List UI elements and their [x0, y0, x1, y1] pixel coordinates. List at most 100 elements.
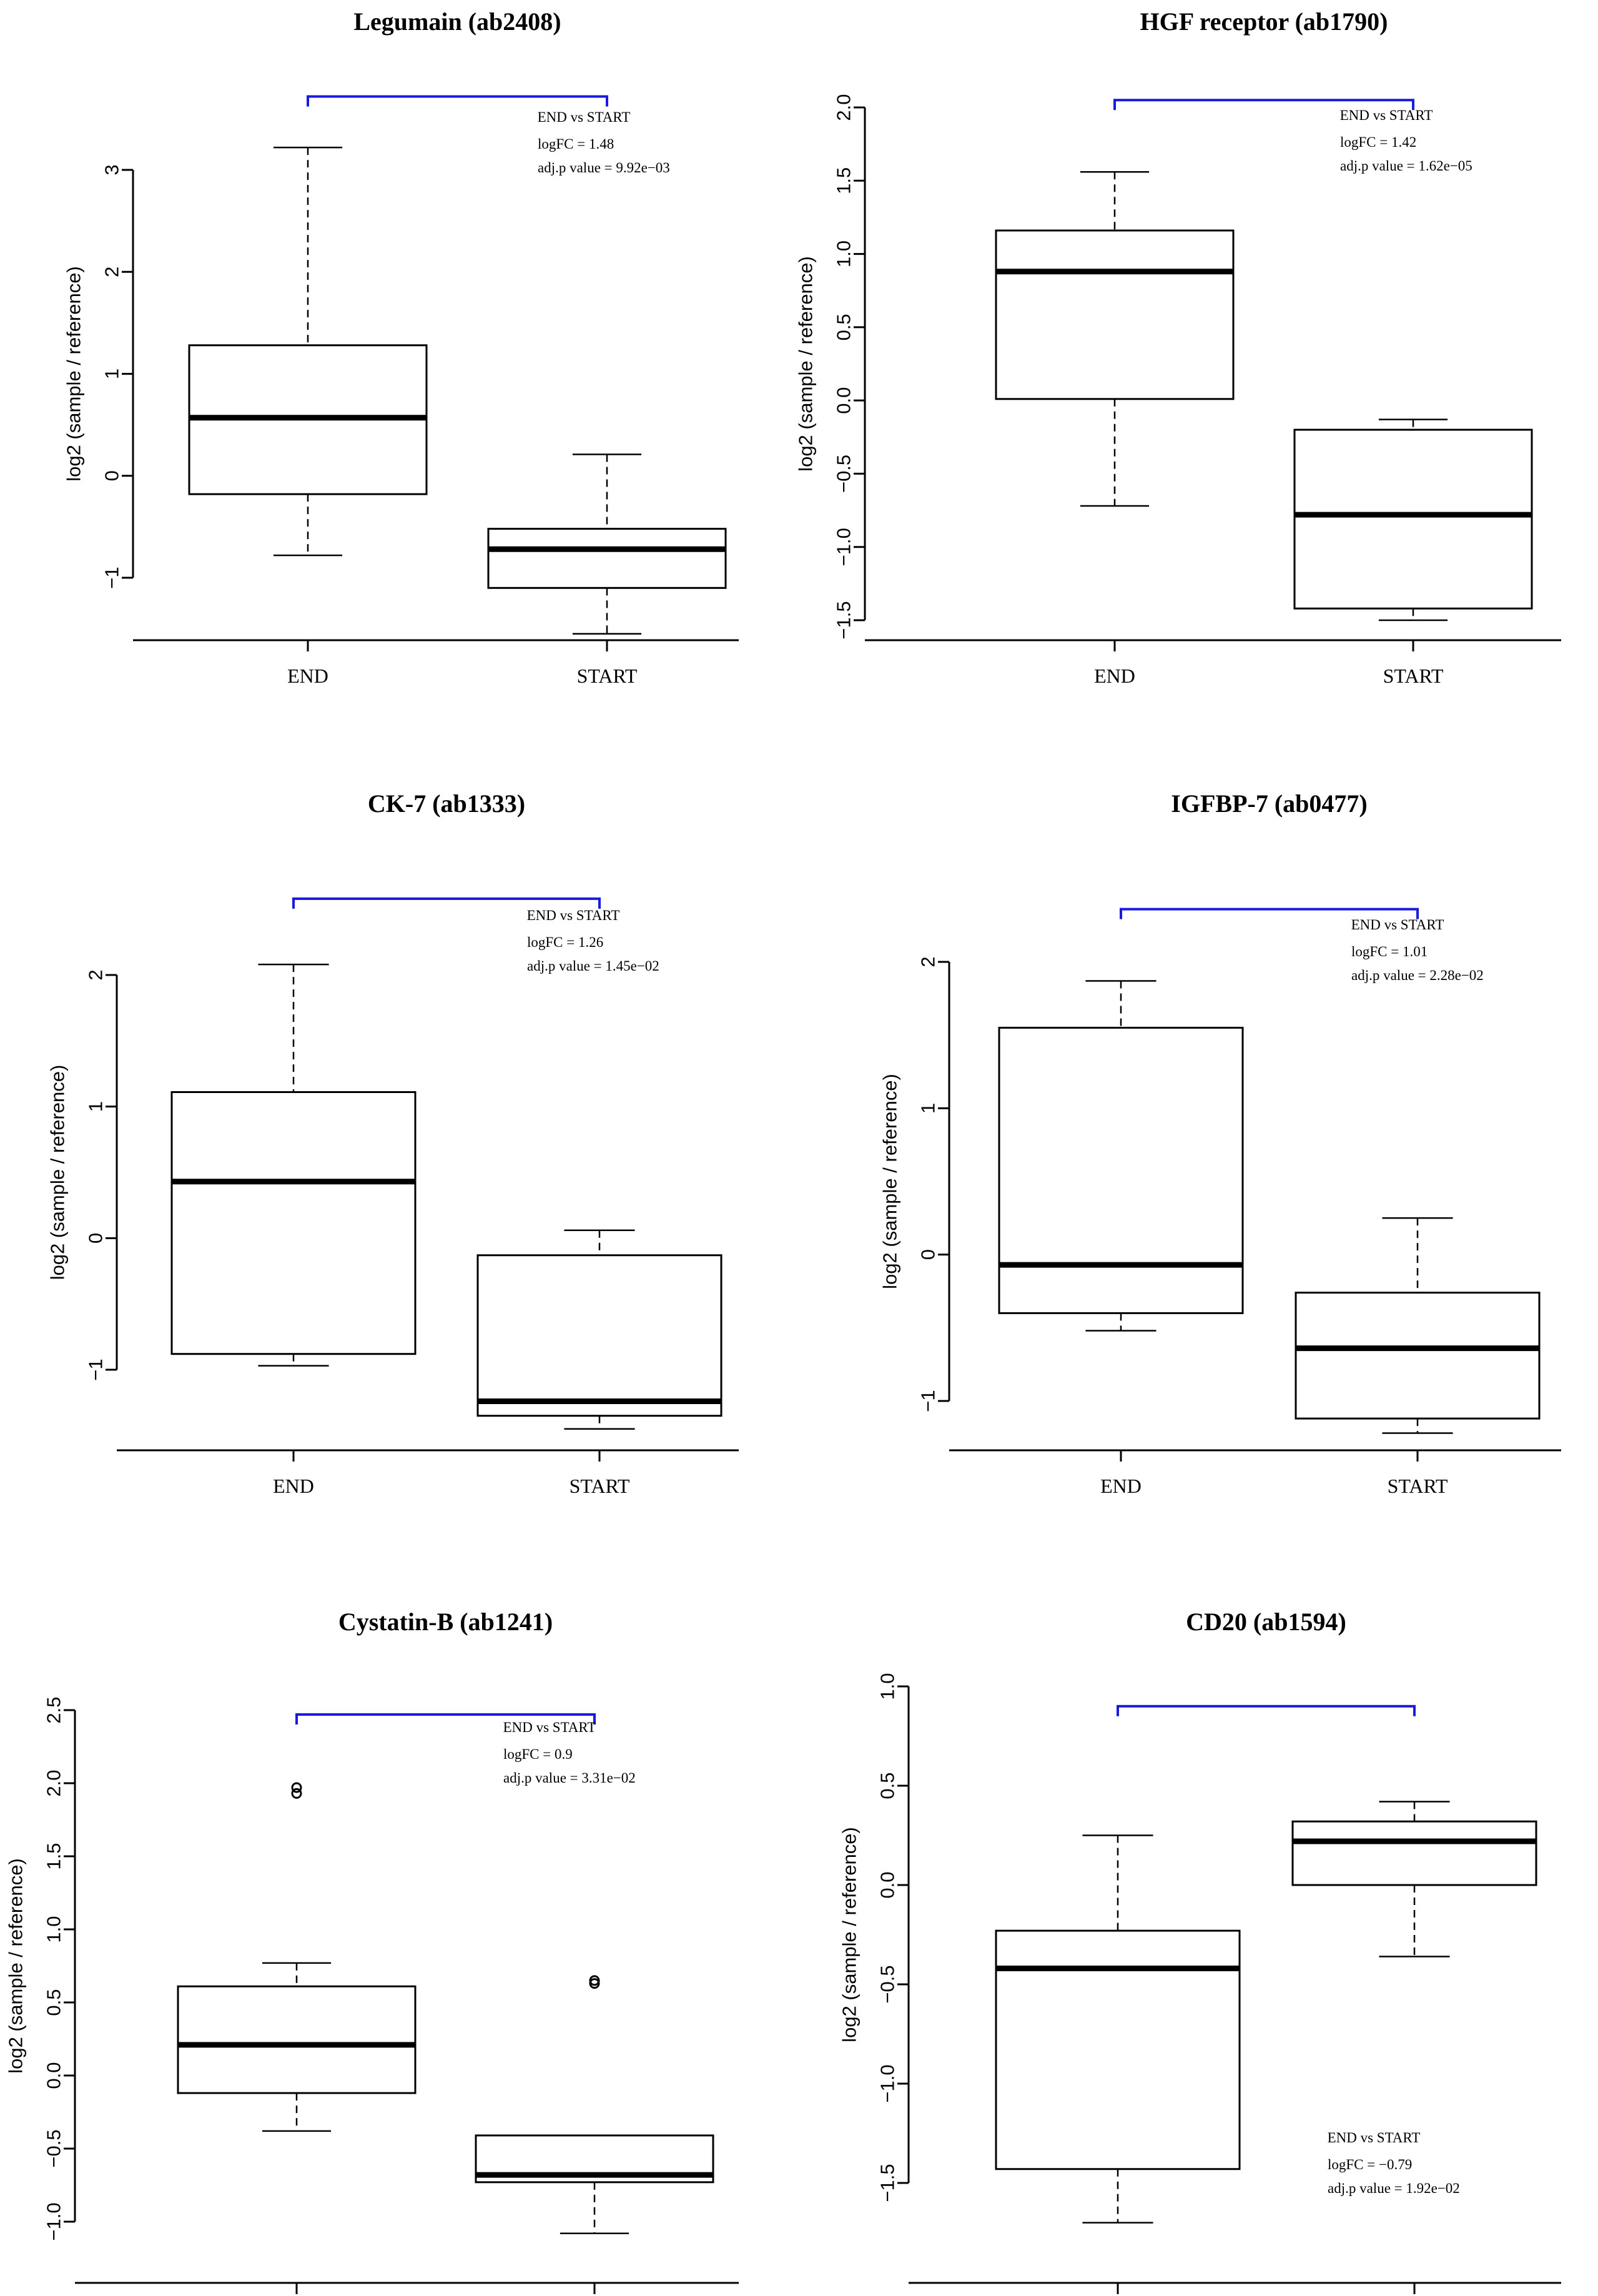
box-start: [1295, 1217, 1541, 1434]
y-tick-label: 0: [85, 1233, 107, 1244]
comparison-bracket: [1117, 1705, 1416, 1716]
outlier-point: [291, 1782, 302, 1793]
outlier-point: [589, 1975, 600, 1986]
category-label-start: START: [1388, 1475, 1448, 1497]
y-tick-label: −1.5: [833, 601, 855, 639]
y-tick-label: −0.5: [43, 2129, 65, 2167]
iqr-box: [170, 1091, 417, 1355]
box-end: [995, 1834, 1241, 2224]
comparison-bracket: [292, 897, 601, 909]
iqr-box: [998, 1026, 1244, 1314]
annotation-comparison: END vs START: [503, 1720, 596, 1735]
y-tick-label: 1.0: [833, 240, 855, 267]
category-label-end: END: [1100, 1475, 1142, 1497]
y-axis-title: log2 (sample / reference): [879, 1074, 901, 1289]
annotation-logfc: logFC = 1.42: [1340, 134, 1416, 150]
annotation-logfc: logFC = 1.01: [1351, 944, 1428, 959]
box-start: [1293, 418, 1533, 621]
annotation-pvalue: adj.p value = 1.45e−02: [527, 958, 659, 974]
box-end: [998, 980, 1244, 1332]
box-end: [995, 171, 1235, 507]
y-axis-title: log2 (sample / reference): [5, 1858, 27, 2074]
y-tick-label: 2.0: [43, 1769, 65, 1796]
box-end: [177, 1782, 417, 2132]
y-tick-label: 2: [85, 969, 107, 980]
box-end: [188, 146, 428, 557]
y-tick-label: 2.0: [833, 94, 855, 121]
y-tick-label: 0.0: [833, 387, 855, 414]
comparison-bracket: [295, 1713, 596, 1725]
y-axis-title: log2 (sample / reference): [795, 256, 817, 472]
category-label-end: END: [287, 665, 328, 687]
panel-cystatin-b: Cystatin-B (ab1241) −1.0 −0.5 0.0 0.5 1.0 1.5 2…: [5, 1608, 739, 2294]
iqr-box: [995, 229, 1235, 400]
panel-igfbp7: IGFBP-7 (ab0477) −1 0 1 2 log2 (sample / refe…: [879, 789, 1561, 1497]
annotation-logfc: logFC = 1.26: [527, 934, 603, 950]
annotation-comparison: END vs START: [1340, 107, 1433, 123]
y-tick-label: 0.0: [43, 2062, 65, 2089]
y-tick-label: −1: [101, 567, 123, 588]
annotation-comparison: END vs START: [1351, 917, 1444, 933]
y-tick-label: 1.0: [877, 1673, 899, 1700]
box-end: [170, 963, 417, 1367]
y-tick-label: −1.5: [877, 2164, 899, 2202]
y-tick-label: 2: [101, 267, 123, 277]
y-tick-label: 1: [101, 369, 123, 379]
y-tick-label: 0: [101, 470, 123, 481]
y-tick-label: 0.5: [833, 314, 855, 340]
category-label-end: END: [273, 1475, 314, 1497]
annotation-comparison: END vs START: [527, 908, 620, 923]
iqr-box: [1291, 1820, 1537, 1886]
y-tick-label: 1.5: [43, 1843, 65, 1869]
y-tick-label: 2.5: [43, 1696, 65, 1723]
panel-title: Cystatin-B (ab1241): [338, 1608, 553, 1636]
panel-cd20: CD20 (ab1594) −1.5 −1.0 −0.5 0.0 0.5 1.0 log2 (…: [839, 1608, 1561, 2294]
y-tick-label: 3: [101, 164, 123, 175]
y-axis-title: log2 (sample / reference): [63, 266, 85, 482]
box-start: [476, 1229, 723, 1430]
box-start: [475, 1975, 714, 2234]
annotation-comparison: END vs START: [538, 109, 631, 125]
iqr-box: [177, 1985, 417, 2094]
outlier-point: [291, 1788, 302, 1799]
category-label-start: START: [1383, 665, 1444, 687]
annotation-comparison: END vs START: [1328, 2130, 1421, 2145]
y-tick-label: −1.0: [877, 2064, 899, 2102]
comparison-bracket: [1113, 99, 1414, 111]
panel-title: Legumain (ab2408): [353, 7, 561, 36]
panel-title: IGFBP-7 (ab0477): [1171, 789, 1367, 818]
box-start: [487, 453, 727, 635]
panel-hgf-receptor: HGF receptor (ab1790) −1.5 −1.0 −0.5 0.0 0.5 1…: [795, 7, 1561, 687]
comparison-bracket: [307, 95, 608, 107]
y-tick-label: 0.5: [877, 1772, 899, 1799]
y-tick-label: 1.0: [43, 1916, 65, 1942]
annotation-pvalue: adj.p value = 2.28e−02: [1351, 967, 1484, 983]
annotation-logfc: logFC = 0.9: [503, 1746, 573, 1762]
y-axis-title: log2 (sample / reference): [839, 1827, 861, 2042]
y-tick-label: −0.5: [877, 1965, 899, 2003]
iqr-box: [476, 1254, 723, 1417]
panel-ck7: CK-7 (ab1333) −1 0 1 2 log2 (sample / referen…: [47, 789, 739, 1497]
y-tick-label: −1: [917, 1390, 939, 1412]
category-label-end: END: [1094, 665, 1135, 687]
panel-legumain: Legumain (ab2408) −1 0 1 2 3 log2 (sample / re…: [63, 7, 739, 687]
y-tick-label: −1: [85, 1358, 107, 1380]
y-tick-label: −1.0: [833, 528, 855, 566]
iqr-box: [1293, 428, 1533, 610]
y-tick-label: −1.0: [43, 2202, 65, 2240]
iqr-box: [487, 528, 727, 589]
annotation-pvalue: adj.p value = 9.92e−03: [538, 160, 670, 176]
panel-title: HGF receptor (ab1790): [1140, 7, 1388, 36]
panel-title: CD20 (ab1594): [1186, 1608, 1346, 1636]
annotation-pvalue: adj.p value = 3.31e−02: [503, 1770, 636, 1786]
annotation-logfc: logFC = 1.48: [538, 136, 614, 152]
y-tick-label: 2: [917, 956, 939, 967]
annotation-pvalue: adj.p value = 1.62e−05: [1340, 158, 1472, 174]
y-tick-label: 0.5: [43, 1989, 65, 2016]
y-tick-label: 1.5: [833, 167, 855, 194]
category-label-start: START: [570, 1475, 630, 1497]
y-tick-label: −0.5: [833, 455, 855, 493]
annotation-logfc: logFC = −0.79: [1328, 2157, 1412, 2172]
box-start: [1291, 1801, 1537, 1957]
